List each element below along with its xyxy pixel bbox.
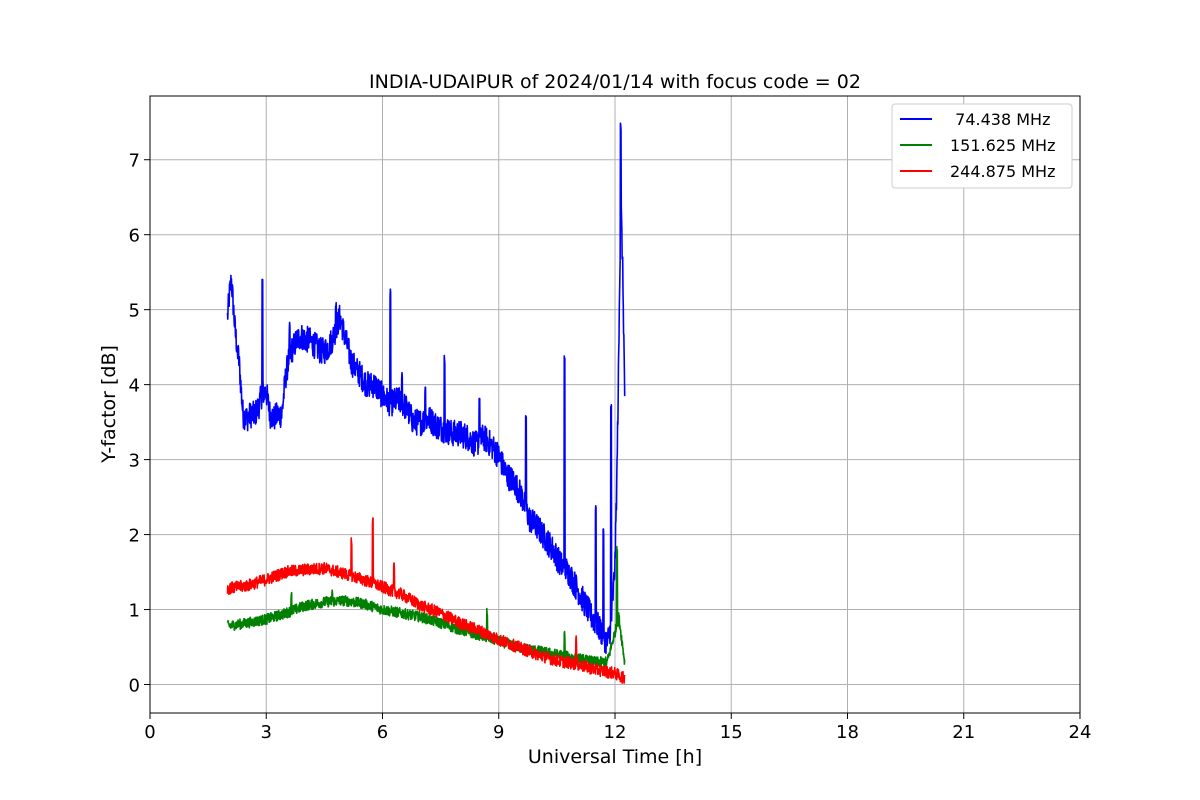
series-line	[226, 122, 626, 655]
legend-label-74-mhz: 74.438 MHz	[945, 110, 1050, 129]
x-axis-label: Universal Time [h]	[528, 746, 702, 768]
x-tick-label: 15	[720, 722, 743, 743]
y-axis-label: Y-factor [dB]	[98, 345, 120, 464]
x-tick-label: 3	[261, 722, 272, 743]
x-tick-label: 6	[377, 722, 388, 743]
legend-label-244-mhz: 244.875 MHz	[950, 162, 1055, 181]
legend-box	[891, 103, 1073, 189]
x-tick-label: 21	[952, 722, 975, 743]
plot-area-series	[226, 122, 626, 684]
x-tick-label: 0	[144, 722, 155, 743]
x-tick-label: 9	[493, 722, 504, 743]
x-tick-label: 12	[604, 722, 627, 743]
chart-title: INDIA-UDAIPUR of 2024/01/14 with focus c…	[369, 71, 861, 93]
y-tick-label: 2	[129, 526, 140, 547]
legend-label-151-mhz: 151.625 MHz	[950, 136, 1055, 155]
series-line	[226, 517, 626, 684]
legend: 74.438 MHz 151.625 MHz 244.875 MHz	[891, 103, 1073, 189]
series-line	[226, 545, 626, 668]
y-tick-label: 5	[129, 301, 140, 322]
y-tick-label: 1	[129, 601, 140, 622]
y-tick-label: 7	[129, 151, 140, 172]
x-tick-label: 18	[836, 722, 859, 743]
y-tick-label: 0	[129, 676, 140, 697]
y-tick-label: 4	[129, 376, 140, 397]
y-tick-label: 6	[129, 226, 140, 247]
y-tick-label: 3	[129, 451, 140, 472]
x-tick-label: 24	[1069, 722, 1092, 743]
